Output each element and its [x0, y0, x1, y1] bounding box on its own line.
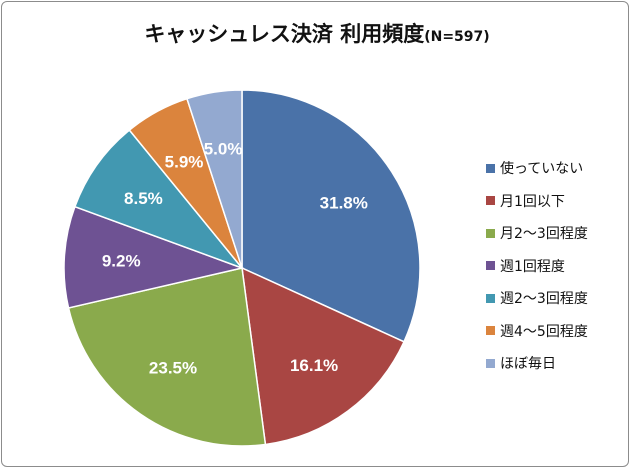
legend: 使っていない 月1回以下月2～3回程度 週1回程度週2～3回程度 週4～5回程度 ほぼ毎…	[486, 152, 588, 380]
legend-swatch	[486, 163, 495, 173]
pie-slice-3	[63, 205, 245, 309]
legend-swatch	[486, 358, 495, 368]
legend-label: 週1回程度	[500, 258, 565, 275]
legend-item: 週1回程度	[486, 250, 588, 283]
title-subtitle: (N=597)	[424, 29, 490, 45]
data-label-2: 23.5%	[149, 358, 197, 377]
data-label-5: 5.9%	[165, 153, 204, 172]
data-label-6: 5.0%	[204, 139, 243, 158]
legend-label: 週4～5回程度	[500, 323, 588, 340]
pie-slice-1	[241, 266, 405, 446]
data-label-0: 31.8%	[320, 194, 368, 213]
pie-slice-4	[73, 129, 245, 270]
pie-slice-2	[67, 267, 267, 447]
data-label-4: 8.5%	[124, 189, 163, 208]
title-text: キャッシュレス決済 利用頻度	[144, 22, 425, 46]
pie-slice-6	[186, 89, 243, 269]
legend-swatch	[486, 293, 495, 303]
legend-item: 週2～3回程度	[486, 282, 588, 315]
legend-item: 使っていない	[486, 152, 588, 185]
legend-item: 月1回以下	[486, 185, 588, 218]
legend-item: 週4～5回程度	[486, 315, 588, 348]
pie-slice-0	[241, 89, 421, 343]
legend-swatch	[486, 326, 495, 336]
legend-label: 使っていない	[500, 161, 584, 178]
legend-label: 週2～3回程度	[500, 291, 588, 308]
legend-label: 月1回以下	[500, 193, 565, 210]
data-label-1: 16.1%	[290, 356, 338, 375]
legend-item: 月2～3回程度	[486, 217, 588, 250]
legend-swatch	[486, 196, 495, 206]
legend-label: 月2～3回程度	[500, 226, 588, 243]
legend-swatch	[486, 261, 495, 271]
data-label-3: 9.2%	[102, 251, 141, 270]
legend-item: ほぼ毎日	[486, 347, 588, 380]
legend-label: ほぼ毎日	[500, 356, 556, 373]
chart-title: キャッシュレス決済 利用頻度(N=597)	[2, 18, 628, 48]
legend-swatch	[486, 228, 495, 238]
